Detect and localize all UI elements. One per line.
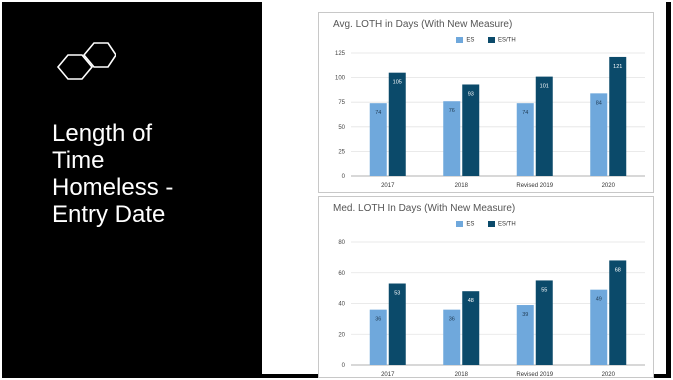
chart-title: Med. LOTH In Days (With New Measure) [333, 203, 516, 214]
bar [516, 305, 534, 365]
data-label: 84 [596, 100, 602, 106]
bar [369, 103, 387, 176]
bar [443, 101, 461, 176]
data-label: 74 [522, 110, 528, 116]
legend-swatch-es-th [488, 221, 495, 227]
bar [462, 291, 480, 365]
bar [443, 309, 461, 365]
data-label: 55 [541, 287, 547, 293]
legend-label: ES/TH [498, 221, 516, 228]
legend-swatch-es-th [488, 37, 495, 43]
slide-title-line: Time [52, 147, 105, 174]
x-tick-label: 2018 [455, 183, 469, 189]
legend-label: ES [466, 37, 475, 44]
y-tick-label: 50 [338, 125, 345, 131]
x-tick-label: 2017 [381, 183, 395, 189]
legend-item-es: ES [456, 37, 474, 44]
y-tick-label: 125 [335, 51, 346, 57]
y-tick-label: 75 [338, 100, 345, 106]
legend-swatch-es [456, 37, 464, 43]
slide-title-line: Length of [52, 120, 153, 147]
bar [609, 260, 627, 365]
bar [516, 103, 534, 176]
data-label: 101 [540, 84, 549, 90]
title-panel: Length of Time Homeless - Entry Date [2, 2, 260, 378]
data-label: 49 [596, 297, 602, 303]
data-label: 74 [375, 110, 381, 116]
legend-item-es-th: ES/TH [488, 37, 516, 44]
bar [369, 309, 387, 365]
data-label: 36 [375, 317, 381, 323]
data-label: 36 [449, 317, 455, 323]
y-tick-label: 40 [338, 302, 345, 308]
data-label: 105 [393, 80, 402, 86]
bar [388, 283, 406, 365]
y-tick-label: 80 [338, 240, 345, 246]
bar [535, 76, 553, 176]
data-label: 39 [522, 312, 528, 318]
bar [388, 72, 406, 176]
chart-legend: ES ES/TH [319, 221, 653, 228]
x-tick-label: Revised 2019 [516, 183, 553, 189]
y-tick-label: 0 [342, 174, 346, 180]
data-label: 48 [468, 298, 474, 304]
y-tick-label: 100 [335, 76, 346, 82]
slide-title-line: Entry Date [52, 201, 166, 228]
x-tick-label: 2018 [455, 372, 469, 378]
data-label: 68 [615, 267, 621, 273]
legend-item-es: ES [456, 221, 474, 228]
legend-label: ES/TH [498, 37, 516, 44]
y-tick-label: 60 [338, 271, 345, 277]
legend-label: ES [466, 221, 475, 228]
legend-swatch-es [456, 221, 464, 227]
bar [535, 280, 553, 365]
x-tick-label: 2017 [381, 372, 395, 378]
legend-item-es-th: ES/TH [488, 221, 516, 228]
x-tick-label: Revised 2019 [516, 372, 553, 378]
y-tick-label: 0 [342, 363, 346, 369]
bar [590, 93, 608, 176]
data-label: 76 [449, 108, 455, 114]
slide-title: Length of Time Homeless - Entry Date [52, 120, 252, 228]
slide-title-line: Homeless - [52, 174, 174, 201]
bar [590, 289, 608, 365]
hexagon-pair-icon [56, 42, 116, 80]
x-tick-label: 2020 [602, 372, 616, 378]
data-label: 53 [394, 291, 400, 297]
med-loth-chart-svg: 0 20 40 60 80 36 53 2017 36 48 2018 39 55 Revised 201… [338, 240, 645, 378]
avg-loth-chart-svg: 0 25 50 75 100 125 74 105 2017 76 93 2018 74 101 Revis… [335, 51, 645, 189]
y-tick-label: 20 [338, 332, 345, 338]
data-label: 121 [613, 64, 622, 70]
chart-legend: ES ES/TH [319, 37, 653, 44]
bar [609, 56, 627, 176]
data-label: 93 [468, 91, 474, 97]
y-tick-label: 25 [338, 149, 345, 155]
bar [462, 84, 480, 176]
chart-title: Avg. LOTH in Days (With New Measure) [333, 19, 513, 30]
x-tick-label: 2020 [602, 183, 616, 189]
med-loth-chart: 0 20 40 60 80 36 53 2017 36 48 2018 39 55 Revised 201… [318, 196, 654, 378]
avg-loth-chart: 0 25 50 75 100 125 74 105 2017 76 93 2018 74 101 Revis… [318, 12, 654, 193]
